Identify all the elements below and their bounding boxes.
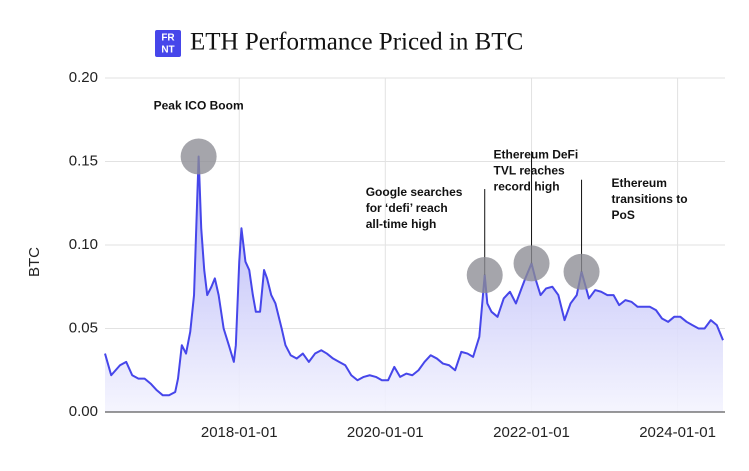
annotation-text: TVL reaches [494, 164, 565, 178]
annotation-text: for ‘defi’ reach [366, 201, 448, 215]
x-tick-label: 2024-01-01 [639, 424, 716, 441]
logo-text: NT [161, 45, 174, 56]
line [104, 155, 724, 397]
annotation-marker [466, 257, 503, 294]
y-tick-label: 0.05 [69, 319, 98, 336]
x-tick-label: 2022-01-01 [493, 424, 570, 441]
logo [155, 30, 181, 57]
annotation-text: PoS [612, 208, 635, 222]
y-tick-label: 0.20 [69, 69, 98, 86]
y-tick-label: 0.10 [69, 236, 98, 253]
area [105, 156, 723, 412]
annotation-text: Ethereum [612, 176, 667, 190]
y-axis-label: BTC [26, 247, 43, 277]
y-tick-label: 0.00 [69, 403, 98, 420]
annotation-text: all-time high [366, 217, 437, 231]
annotation-marker [563, 253, 600, 290]
annotation-marker [180, 138, 217, 175]
annotation-text: Google searches [366, 185, 463, 199]
x-tick-label: 2020-01-01 [347, 424, 424, 441]
annotation-text: Peak ICO Boom [154, 99, 244, 113]
logo-text: FR [161, 33, 175, 44]
x-tick-label: 2018-01-01 [201, 424, 278, 441]
annotation-text: record high [494, 180, 560, 194]
annotation-text: Ethereum DeFi [494, 148, 579, 162]
y-tick-label: 0.15 [69, 152, 98, 169]
annotation-text: transitions to [612, 192, 688, 206]
annotation-marker [513, 245, 550, 282]
chart-title: ETH Performance Priced in BTC [190, 29, 523, 56]
